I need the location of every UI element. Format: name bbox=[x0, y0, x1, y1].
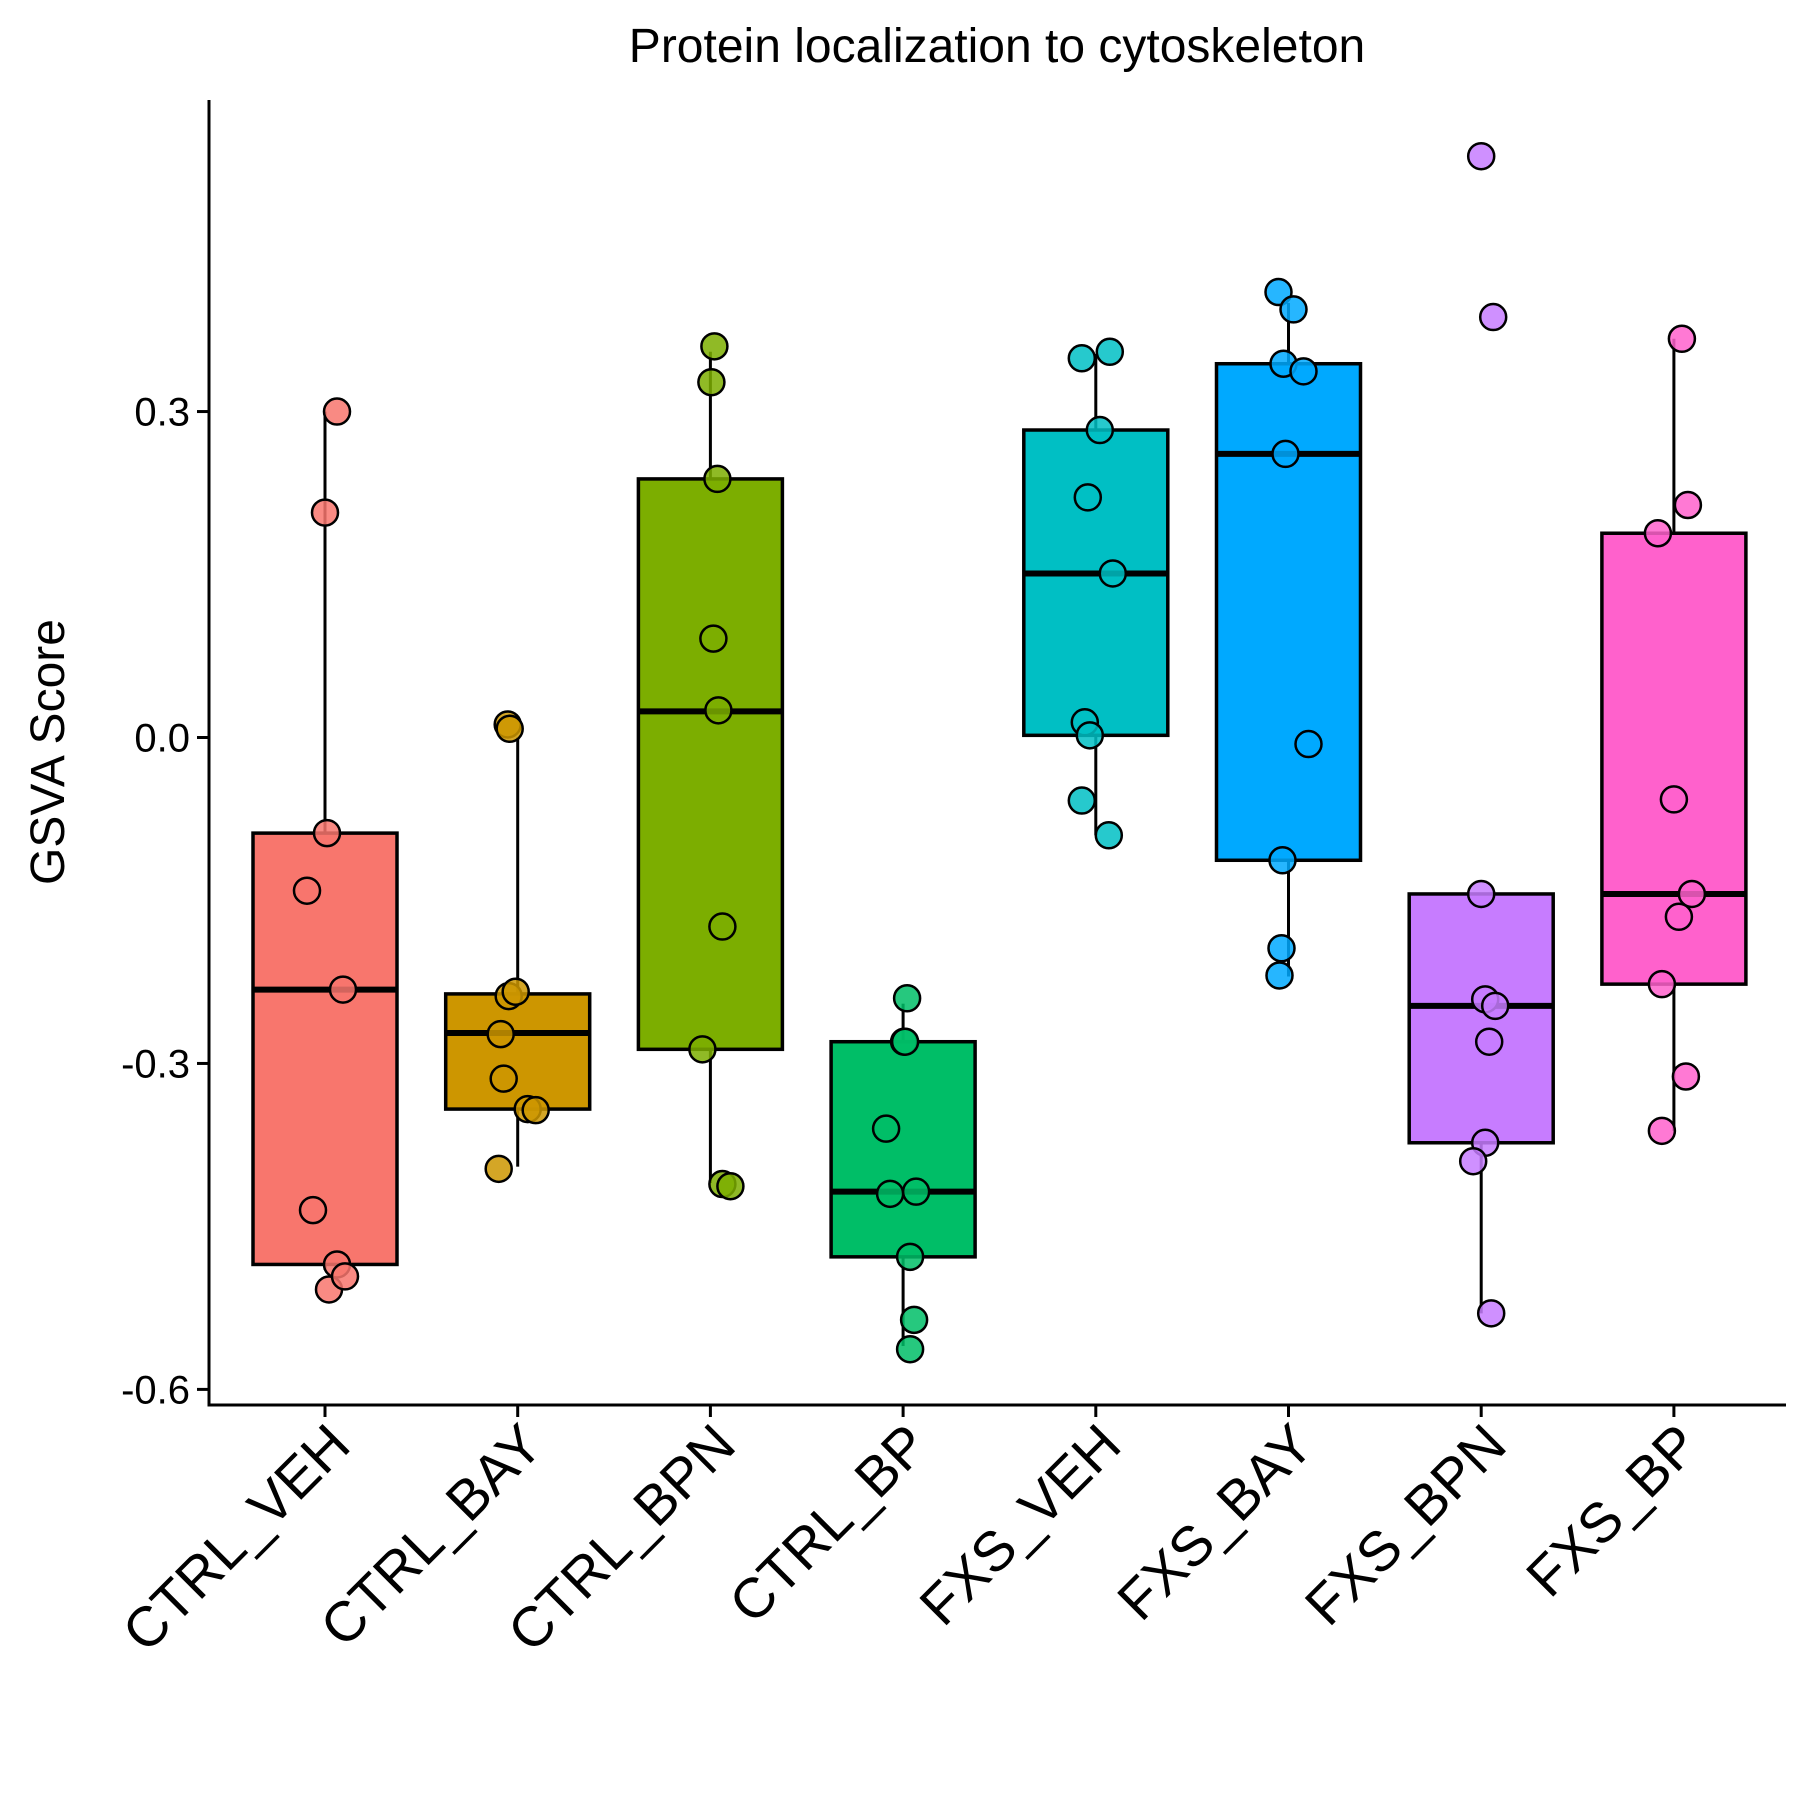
data-point bbox=[1294, 729, 1323, 759]
data-point bbox=[871, 1114, 901, 1143]
data-point bbox=[484, 1154, 513, 1184]
y-tick-label: 0.0 bbox=[134, 717, 190, 761]
data-point bbox=[292, 876, 322, 905]
data-point bbox=[875, 1179, 905, 1209]
data-point bbox=[1279, 295, 1308, 324]
data-point bbox=[708, 912, 737, 941]
data-point bbox=[1673, 490, 1703, 520]
chart-title: Protein localization to cytoskeleton bbox=[629, 20, 1365, 73]
data-point bbox=[1267, 934, 1296, 963]
box-ctrl-bp bbox=[829, 1039, 977, 1259]
data-point bbox=[1647, 1116, 1677, 1146]
data-point bbox=[688, 1035, 717, 1064]
data-point bbox=[322, 397, 352, 426]
data-point bbox=[1643, 518, 1673, 548]
box-fxs-bpn bbox=[1407, 892, 1555, 1145]
data-point bbox=[312, 818, 342, 848]
data-point bbox=[699, 624, 728, 653]
data-point bbox=[1667, 324, 1697, 354]
data-point bbox=[1664, 902, 1694, 932]
data-point bbox=[1098, 559, 1128, 588]
data-point bbox=[1458, 1146, 1488, 1176]
data-point bbox=[1466, 879, 1496, 909]
box-fxs-bay bbox=[1214, 361, 1363, 863]
data-point bbox=[489, 1064, 518, 1093]
data-point bbox=[1095, 337, 1125, 367]
data-point bbox=[1085, 415, 1115, 445]
data-point bbox=[1671, 1062, 1701, 1091]
data-point bbox=[1075, 721, 1105, 750]
y-axis-title: GSVA Score bbox=[22, 619, 75, 885]
data-point bbox=[1067, 344, 1097, 373]
data-point bbox=[328, 975, 358, 1004]
data-point bbox=[1067, 786, 1097, 815]
data-point bbox=[1268, 846, 1297, 875]
x-tick-label: FXS_BPN bbox=[1293, 1412, 1518, 1637]
data-point bbox=[1476, 1299, 1506, 1328]
data-point bbox=[1677, 879, 1707, 909]
box-ctrl-bay bbox=[443, 992, 592, 1111]
data-point bbox=[298, 1195, 328, 1225]
data-point bbox=[901, 1177, 931, 1206]
data-point bbox=[310, 498, 340, 527]
data-point bbox=[501, 977, 530, 1006]
data-point bbox=[1647, 969, 1677, 999]
data-point bbox=[1265, 961, 1294, 990]
data-point bbox=[486, 1019, 515, 1049]
data-point bbox=[521, 1095, 550, 1125]
x-tick-label: FXS_BP bbox=[1514, 1412, 1710, 1608]
data-point bbox=[330, 1262, 360, 1291]
data-point bbox=[895, 1242, 925, 1272]
y-tick-label: -0.6 bbox=[121, 1368, 190, 1412]
data-point bbox=[895, 1334, 925, 1364]
box-ctrl-veh bbox=[251, 831, 399, 1267]
data-point bbox=[1474, 1027, 1504, 1056]
data-point bbox=[892, 984, 922, 1013]
box-ctrl-bpn bbox=[636, 477, 785, 1052]
data-point bbox=[1478, 302, 1508, 332]
data-point bbox=[703, 464, 732, 494]
data-point bbox=[495, 714, 524, 744]
data-point bbox=[890, 1027, 920, 1056]
data-point bbox=[1659, 785, 1689, 814]
data-point bbox=[1073, 483, 1103, 512]
data-point bbox=[899, 1305, 929, 1335]
data-point bbox=[1094, 821, 1124, 850]
x-tick-label: FXS_VEH bbox=[907, 1412, 1132, 1637]
x-tick-label: CTRL_BP bbox=[717, 1412, 940, 1635]
data-point bbox=[1289, 357, 1318, 386]
data-point bbox=[700, 332, 729, 361]
x-tick-label: FXS_BAY bbox=[1105, 1412, 1325, 1632]
data-point bbox=[697, 367, 726, 397]
data-point bbox=[1480, 991, 1510, 1021]
data-point bbox=[716, 1171, 745, 1201]
box-fxs-veh bbox=[1022, 428, 1170, 738]
y-tick-label: 0.3 bbox=[134, 391, 190, 435]
data-point bbox=[1466, 141, 1496, 171]
y-tick-label: -0.3 bbox=[121, 1042, 190, 1086]
chart-marks: -0.6-0.30.00.3CTRL_VEHCTRL_BAYCTRL_BPNCT… bbox=[110, 141, 1748, 1663]
data-point bbox=[1271, 439, 1300, 469]
data-point bbox=[704, 696, 733, 725]
